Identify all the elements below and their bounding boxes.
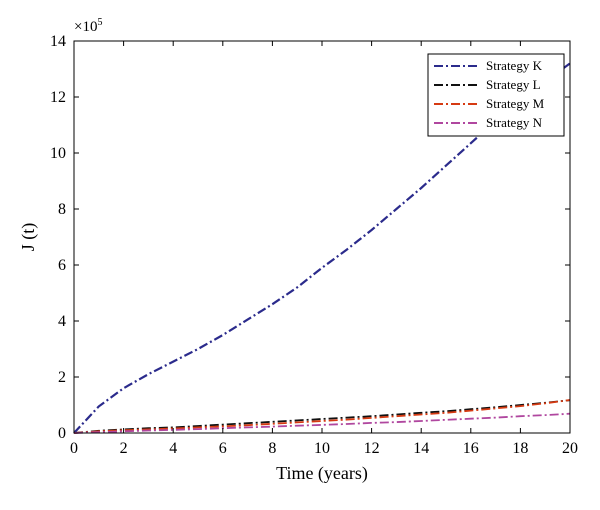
ticks-layer: 0 2 4 6 8 10 12 14 16 18 20 0 2 4 6 8 10 12 14: [50, 33, 578, 457]
y-axis-label: J (t): [18, 223, 39, 252]
series-line-strategy-n: [73, 412, 571, 434]
y-axis-multiplier: ×105: [74, 17, 102, 35]
y-tick-label: 4: [58, 313, 66, 330]
x-tick-label: 4: [169, 440, 177, 457]
x-tick-label: 12: [364, 440, 380, 457]
x-tick-label: 10: [314, 440, 330, 457]
x-tick-label: 16: [463, 440, 479, 457]
x-tick-label: 18: [512, 440, 528, 457]
x-tick-label: 0: [70, 440, 78, 457]
x-tick-label: 2: [120, 440, 128, 457]
series-line-strategy-m: [73, 399, 571, 434]
y-axis-multiplier-exponent: 5: [97, 17, 102, 28]
x-tick-label: 20: [562, 440, 578, 457]
legend-box: [427, 53, 565, 137]
x-tick-label: 14: [413, 440, 429, 457]
y-tick-label: 12: [50, 89, 66, 106]
legend-label-strategy-m: Strategy M: [486, 96, 545, 111]
y-tick-label: 0: [58, 425, 66, 442]
series-line-strategy-l: [73, 399, 571, 434]
y-tick-label: 8: [58, 201, 66, 218]
y-tick-label: 14: [50, 33, 66, 50]
legend-label-strategy-k: Strategy K: [486, 58, 543, 73]
y-tick-label: 10: [50, 145, 66, 162]
x-tick-label: 6: [219, 440, 227, 457]
legend-label-strategy-l: Strategy L: [486, 77, 541, 92]
legend-label-strategy-n: Strategy N: [486, 115, 543, 130]
x-tick-label: 8: [268, 440, 276, 457]
y-tick-label: 6: [58, 257, 66, 274]
x-axis-label: Time (years): [276, 463, 368, 484]
y-tick-label: 2: [58, 369, 66, 386]
y-axis-multiplier-base: ×10: [74, 19, 97, 35]
legend: Strategy K Strategy L Strategy M Strategy N: [427, 53, 565, 137]
